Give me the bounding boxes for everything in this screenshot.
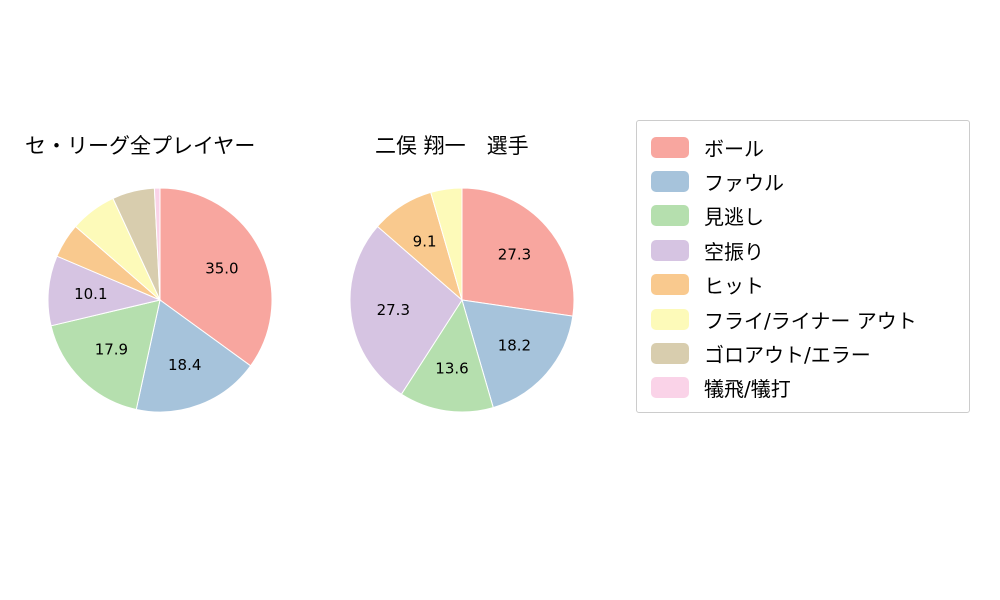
pie-slice-label: 18.4 (168, 356, 201, 374)
legend-label: 見逃し (704, 205, 764, 230)
pie-slice-3 (349, 225, 463, 395)
pie-chart-right: 27.3 18.2 13.6 27.3 9.1 (349, 187, 575, 413)
legend-item: 犠飛/犠打 (637, 371, 969, 405)
pie-slice-label: 35.0 (205, 260, 238, 278)
legend-swatch (651, 308, 689, 330)
legend-item: ボール (637, 130, 969, 164)
legend: ボールファウル見逃し空振りヒットフライ/ライナー アウト ゴロアウト/エラー 犠飛/… (636, 120, 970, 413)
legend-swatch (651, 274, 689, 296)
legend-label: ゴロアウト/エラー (704, 343, 871, 368)
pie-slice-7 (153, 187, 161, 301)
pie-slice-1 (461, 299, 574, 409)
chart-title-left: セ・リーグ全プレイヤー (25, 134, 256, 158)
legend-label: 犠飛/犠打 (704, 377, 791, 402)
legend-swatch (651, 343, 689, 365)
legend-item: ファウル (637, 164, 969, 198)
legend-label: ファウル (704, 171, 784, 196)
legend-swatch (651, 171, 689, 193)
pie-slice-label: 13.6 (435, 360, 468, 378)
pie-slice-0 (461, 187, 575, 317)
chart-title-right: 二俣 翔一 選手 (375, 134, 529, 158)
pie-slice-2 (50, 299, 161, 411)
pie-slice-0 (159, 187, 273, 367)
pie-slice-2 (400, 298, 494, 413)
legend-items: ボールファウル見逃し空振りヒットフライ/ライナー アウト ゴロアウト/エラー 犠飛/… (637, 130, 969, 405)
legend-swatch (651, 239, 689, 261)
pie-slice-label: 9.1 (413, 233, 437, 251)
pie-slice-3 (47, 255, 162, 327)
legend-label: フライ/ライナー アウト (704, 308, 917, 333)
legend-label: ヒット (704, 274, 764, 299)
legend-swatch (651, 136, 689, 158)
pie-slice-5 (430, 187, 463, 301)
pie-slice-label: 18.2 (498, 337, 531, 355)
legend-item: フライ/ライナー アウト (637, 302, 969, 336)
legend-swatch (651, 377, 689, 399)
pie-slice-label: 27.3 (377, 301, 410, 319)
legend-item: 空振り (637, 233, 969, 267)
pie-chart-left: 35.0 18.4 17.9 10.1 (47, 187, 273, 413)
legend-item: 見逃し (637, 199, 969, 233)
legend-item: ヒット (637, 268, 969, 302)
legend-swatch (651, 205, 689, 227)
legend-item: ゴロアウト/エラー (637, 336, 969, 370)
pie-slice-label: 10.1 (74, 285, 107, 303)
pie-slice-1 (135, 299, 252, 413)
legend-label: 空振り (704, 239, 764, 264)
pie-slice-label: 27.3 (498, 246, 531, 264)
pie-slice-label: 17.9 (95, 341, 128, 359)
legend-label: ボール (704, 136, 764, 161)
